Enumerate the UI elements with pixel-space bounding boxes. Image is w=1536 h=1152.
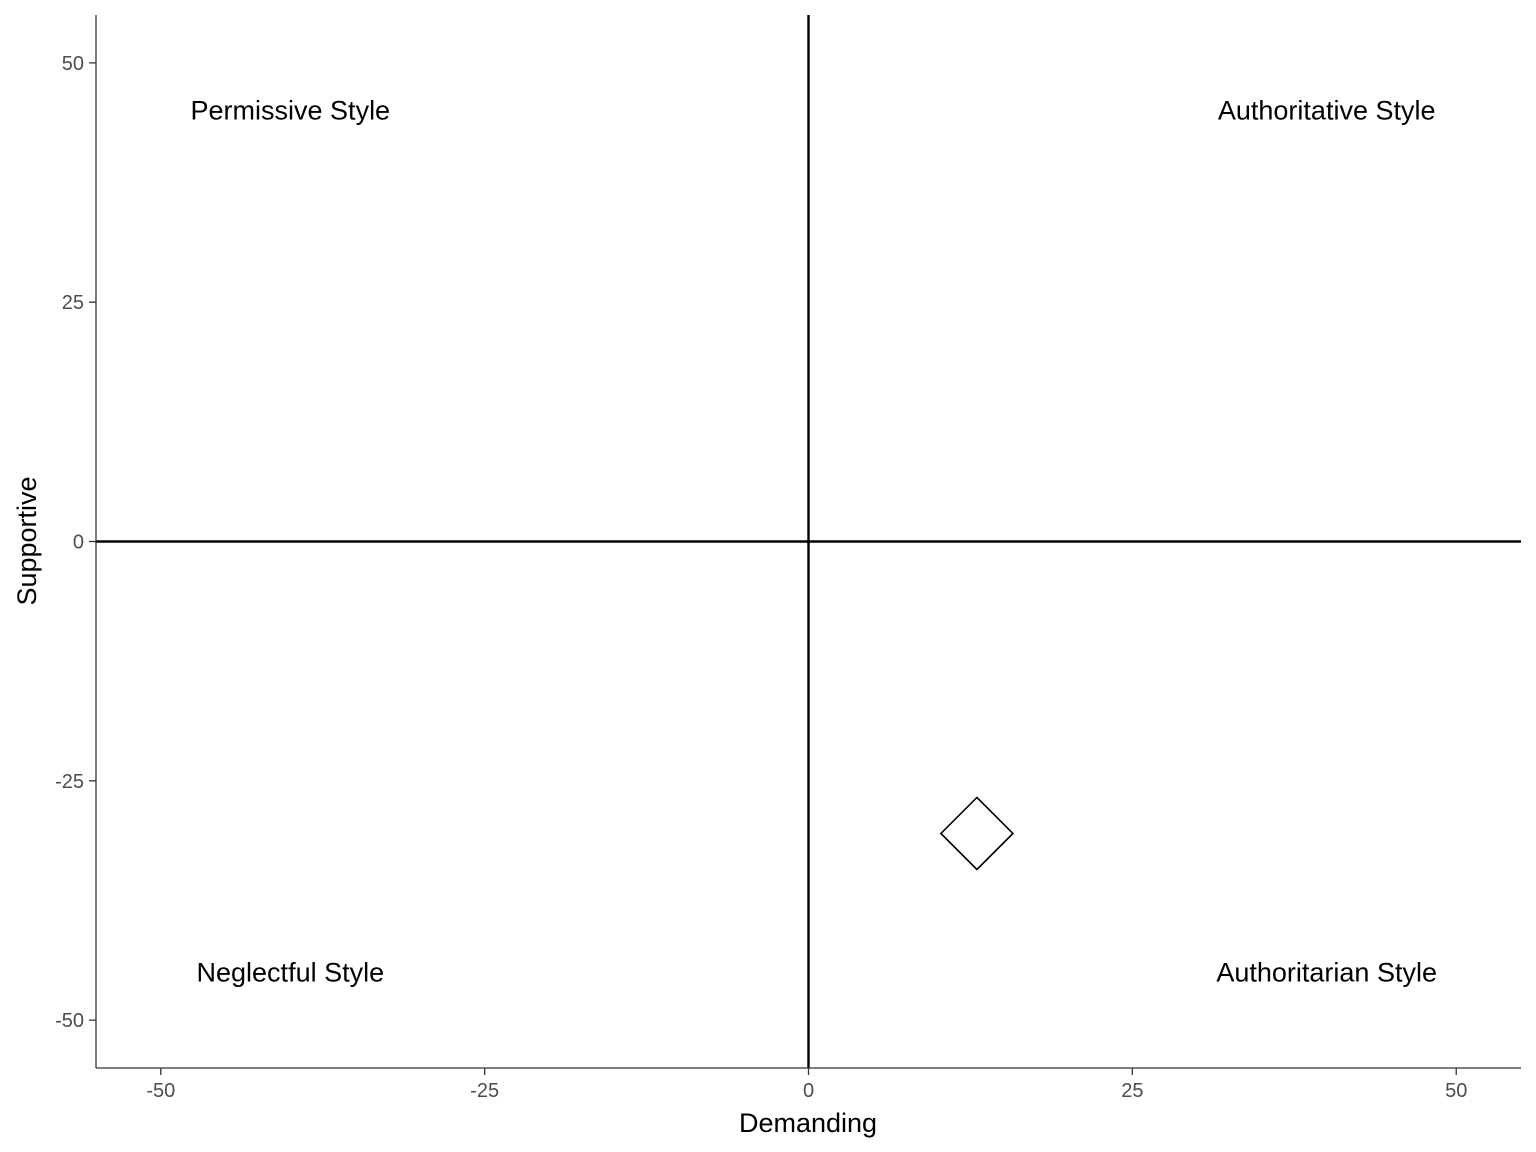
x-tick-label: 0 — [803, 1080, 814, 1102]
quadrant-label: Authoritative Style — [1218, 96, 1436, 126]
y-axis-title: Supportive — [12, 476, 42, 605]
y-tick-label: -50 — [55, 1010, 84, 1032]
x-tick-label: 50 — [1445, 1080, 1467, 1102]
y-tick-label: 0 — [73, 532, 84, 554]
quadrant-label: Permissive Style — [191, 96, 391, 126]
y-tick-label: 50 — [62, 53, 84, 75]
x-tick-label: 25 — [1121, 1080, 1143, 1102]
y-tick-label: 25 — [62, 292, 84, 314]
quadrant-label: Neglectful Style — [197, 957, 385, 987]
quadrant-label: Authoritarian Style — [1216, 957, 1437, 987]
data-point-diamond — [939, 796, 1015, 871]
x-tick-label: -25 — [470, 1080, 499, 1102]
x-tick-label: -50 — [146, 1080, 175, 1102]
axes: -50 -25 0 25 50 -50 -25 0 25 50 — [55, 15, 1521, 1102]
x-axis-title: Demanding — [739, 1108, 877, 1138]
plot-area: Permissive Style Authoritative Style Negle… — [96, 15, 1521, 1068]
y-tick-label: -25 — [55, 771, 84, 793]
